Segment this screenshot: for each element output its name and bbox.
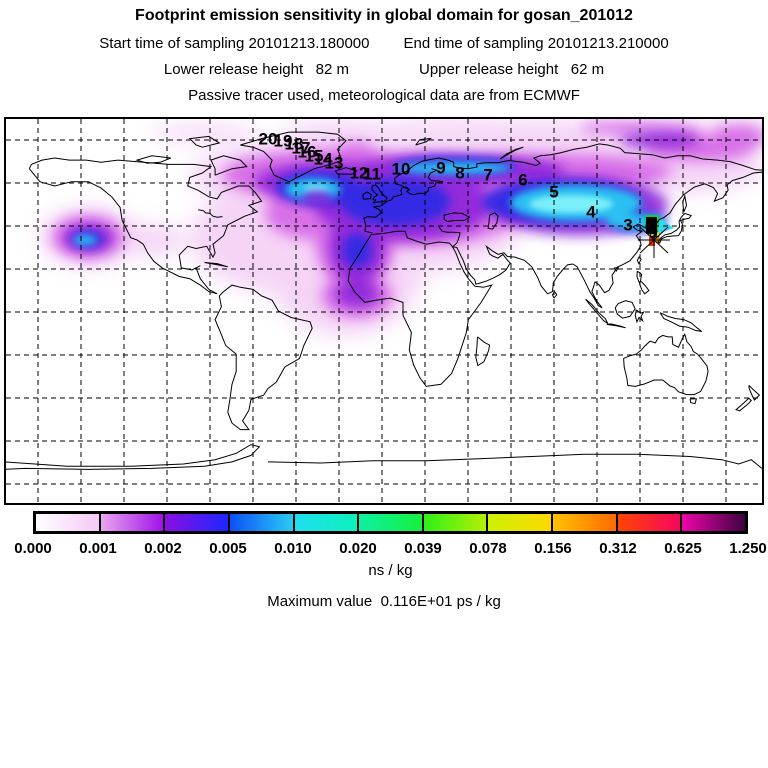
colorbar-segment-9	[617, 514, 683, 531]
hour-marker-13: 13	[325, 154, 344, 173]
hour-marker-10: 10	[392, 160, 411, 179]
colorbar-segment-2	[165, 514, 230, 531]
coastlines	[6, 131, 762, 470]
hour-marker-15: 15	[305, 147, 324, 166]
map-frame	[4, 117, 764, 505]
hour-marker-7: 7	[483, 166, 492, 185]
colorbar-tick-labels: 0.000 0.001 0.002 0.005 0.010 0.020 0.039 0.078…	[14, 540, 767, 557]
hour-marker-18: 18	[285, 135, 304, 154]
colorbar-segment-0	[36, 514, 101, 531]
world-map: 20 19 18 17 16 15 14 13 12 11 10 9 8 7 6 5 4 3 2 1	[4, 117, 764, 505]
colorbar-segment-4	[294, 514, 360, 531]
colorbar-tick-label: 0.625	[664, 540, 702, 557]
sampling-end-text: End time of sampling 20101213.210000	[403, 35, 669, 52]
colorbar-segment-5	[359, 514, 424, 531]
hour-marker-6: 6	[518, 171, 527, 190]
colorbar-segment-3	[229, 514, 295, 531]
hour-marker-19: 19	[274, 132, 293, 151]
upper-release-text: Upper release height 62 m	[419, 61, 605, 78]
hour-marker-20: 20	[259, 130, 278, 149]
colorbar	[33, 511, 748, 534]
colorbar-tick-label: 0.312	[599, 540, 637, 557]
colorbar-segment-6	[423, 514, 489, 531]
hour-marker-2: 2	[646, 219, 655, 238]
figure-title: Footprint emission sensitivity in global…	[135, 7, 633, 24]
latlon-grid	[6, 119, 762, 503]
hour-marker-11: 11	[363, 165, 381, 184]
max-value-label: Maximum value 0.116E+01 ps / kg	[267, 593, 501, 610]
colorbar-tick-label: 0.001	[79, 540, 117, 557]
hour-marker-12: 12	[350, 164, 369, 183]
colorbar-tick-label: 0.078	[469, 540, 507, 557]
sampling-times-line: Start time of sampling 20101213.180000 E…	[0, 35, 768, 52]
colorbar-tick-label: 0.000	[14, 540, 52, 557]
colorbar-tick-label: 1.250	[729, 540, 767, 557]
tracer-note: Passive tracer used, meteorological data…	[188, 87, 580, 104]
spacer	[349, 61, 419, 78]
hour-marker-17: 17	[292, 139, 311, 158]
plume-layer-violet-hole	[302, 190, 332, 206]
release-heights-line: Lower release height 82 m Upper release …	[0, 61, 768, 78]
colorbar-tick-label: 0.010	[274, 540, 312, 557]
colorbar-tick-label: 0.039	[404, 540, 442, 557]
units-label: ns / kg	[368, 562, 413, 579]
hour-marker-16: 16	[298, 143, 317, 162]
spacer	[369, 35, 403, 52]
lower-release-text: Lower release height 82 m	[163, 61, 349, 78]
hour-marker-8: 8	[455, 164, 464, 183]
colorbar-segment-1	[100, 514, 166, 531]
hour-marker-4: 4	[586, 203, 596, 222]
hour-marker-1: 1	[650, 223, 659, 242]
colorbar-segment-8	[553, 514, 618, 531]
colorbar-segment-10	[682, 514, 746, 531]
hour-marker-9: 9	[436, 159, 445, 178]
colorbar-tick-label: 0.002	[144, 540, 182, 557]
colorbar-tick-label: 0.020	[339, 540, 377, 557]
hour-marker-3: 3	[623, 216, 632, 235]
hour-marker-5: 5	[549, 183, 558, 202]
colorbar-segment-7	[488, 514, 554, 531]
colorbar-tick-label: 0.005	[209, 540, 247, 557]
colorbar-tick-label: 0.156	[534, 540, 572, 557]
hour-marker-14: 14	[314, 150, 333, 169]
sampling-start-text: Start time of sampling 20101213.180000	[99, 35, 370, 52]
release-point-star-icon	[638, 223, 670, 258]
